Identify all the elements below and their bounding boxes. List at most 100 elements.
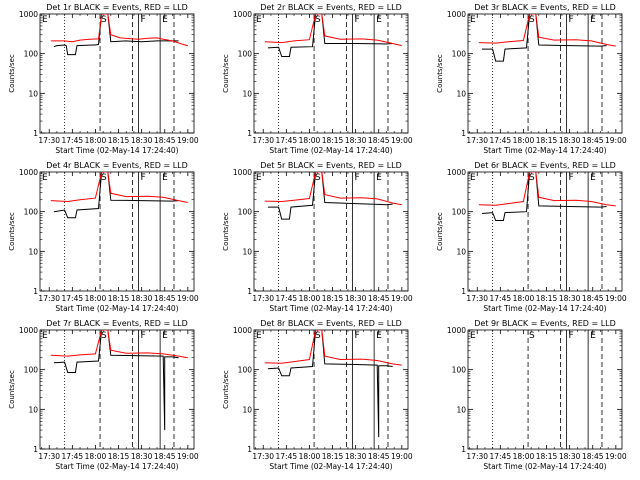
marker-label-s: S bbox=[529, 15, 535, 25]
y-tick-label: 1 bbox=[247, 129, 252, 138]
plot-frame bbox=[467, 171, 623, 292]
marker-label-e: E bbox=[470, 173, 476, 183]
x-tick-label: 18:45 bbox=[582, 452, 604, 461]
chart-title: Det 1r BLACK = Events, RED = LLD bbox=[46, 3, 188, 12]
x-tick-label: 18:00 bbox=[513, 136, 535, 145]
x-tick-label: 19:00 bbox=[391, 452, 413, 461]
y-axis-label: Counts/sec bbox=[436, 212, 444, 251]
y-tick-label: 1 bbox=[461, 445, 466, 454]
series-events bbox=[481, 172, 607, 221]
marker-label-e: E bbox=[590, 15, 596, 25]
y-tick-label: 1 bbox=[33, 287, 38, 296]
panel-det-8: Det 8r BLACK = Events, RED = LLD 1 10 100 10… bbox=[222, 319, 413, 471]
y-tick-label: 10 bbox=[456, 89, 466, 98]
x-tick-label: 18:15 bbox=[536, 452, 558, 461]
x-tick-label: 18:00 bbox=[85, 294, 107, 303]
chart-title: Det 5r BLACK = Events, RED = LLD bbox=[260, 161, 402, 170]
marker-label-f: F bbox=[355, 15, 360, 25]
plot-frame bbox=[253, 13, 409, 134]
x-tick-label: 17:30 bbox=[38, 136, 60, 145]
y-tick-label: 1 bbox=[461, 129, 466, 138]
x-axis-label: Start Time (02-May-14 17:24:40) bbox=[269, 304, 392, 313]
x-tick-label: 18:15 bbox=[322, 136, 344, 145]
y-tick-label: 1000 bbox=[447, 326, 466, 335]
marker-label-e: E bbox=[376, 331, 382, 341]
panel-det-4: Det 4r BLACK = Events, RED = LLD 1 10 100 10… bbox=[8, 161, 199, 313]
x-tick-label: 18:45 bbox=[154, 294, 176, 303]
x-tick-label: 17:45 bbox=[276, 452, 298, 461]
y-tick-label: 1 bbox=[33, 129, 38, 138]
marker-label-f: F bbox=[355, 173, 360, 183]
x-tick-label: 18:30 bbox=[131, 294, 153, 303]
marker-label-e: E bbox=[162, 331, 168, 341]
x-tick-label: 19:00 bbox=[605, 136, 627, 145]
y-tick-label: 1000 bbox=[19, 168, 38, 177]
x-axis-label: Start Time (02-May-14 17:24:40) bbox=[269, 462, 392, 471]
series-events bbox=[267, 330, 393, 438]
x-tick-label: 19:00 bbox=[177, 452, 199, 461]
x-tick-label: 19:00 bbox=[177, 136, 199, 145]
y-tick-label: 1 bbox=[247, 445, 252, 454]
y-tick-label: 1000 bbox=[233, 10, 252, 19]
x-tick-label: 18:00 bbox=[299, 452, 321, 461]
x-tick-label: 19:00 bbox=[605, 294, 627, 303]
panel-det-9: Det 9r BLACK = Events, RED = LLD 1 10 100 10… bbox=[447, 319, 627, 471]
marker-label-s: S bbox=[529, 173, 535, 183]
y-tick-label: 10 bbox=[456, 247, 466, 256]
y-tick-label: 10 bbox=[242, 247, 252, 256]
x-tick-label: 17:45 bbox=[490, 452, 512, 461]
x-tick-label: 17:30 bbox=[252, 452, 274, 461]
y-axis-label: Counts/sec bbox=[222, 370, 230, 409]
x-tick-label: 17:45 bbox=[276, 294, 298, 303]
plot-frame bbox=[467, 329, 623, 450]
y-tick-label: 1 bbox=[461, 287, 466, 296]
marker-label-e: E bbox=[256, 173, 262, 183]
panel-det-1: Det 1r BLACK = Events, RED = LLD 1 10 100 10… bbox=[8, 3, 199, 155]
y-tick-label: 10 bbox=[28, 405, 38, 414]
series-lld bbox=[264, 330, 402, 366]
x-tick-label: 17:45 bbox=[276, 136, 298, 145]
x-tick-label: 18:00 bbox=[85, 136, 107, 145]
x-tick-label: 18:00 bbox=[299, 294, 321, 303]
marker-label-e: E bbox=[376, 15, 382, 25]
x-tick-label: 18:00 bbox=[513, 452, 535, 461]
x-tick-label: 18:15 bbox=[536, 136, 558, 145]
series-lld bbox=[264, 172, 402, 206]
chart-title: Det 9r BLACK = Events, RED = LLD bbox=[474, 319, 616, 328]
marker-label-s: S bbox=[529, 331, 535, 341]
x-tick-label: 17:30 bbox=[252, 294, 274, 303]
series-events bbox=[481, 14, 607, 62]
y-axis-label: Counts/sec bbox=[222, 54, 230, 93]
x-tick-label: 18:15 bbox=[322, 294, 344, 303]
marker-label-e: E bbox=[590, 173, 596, 183]
marker-label-s: S bbox=[315, 173, 321, 183]
series-lld bbox=[478, 14, 616, 47]
x-tick-label: 18:45 bbox=[368, 136, 390, 145]
y-axis-label: Counts/sec bbox=[8, 212, 16, 251]
chart-title: Det 2r BLACK = Events, RED = LLD bbox=[260, 3, 402, 12]
x-tick-label: 17:45 bbox=[62, 136, 84, 145]
x-tick-label: 18:15 bbox=[108, 136, 130, 145]
x-tick-label: 18:30 bbox=[559, 452, 581, 461]
series-lld bbox=[50, 330, 188, 359]
x-tick-label: 18:30 bbox=[345, 136, 367, 145]
plot-frame bbox=[253, 171, 409, 292]
panel-det-7: Det 7r BLACK = Events, RED = LLD 1 10 100 10… bbox=[8, 319, 199, 471]
series-lld bbox=[264, 14, 402, 47]
marker-label-f: F bbox=[569, 15, 574, 25]
x-tick-label: 18:15 bbox=[536, 294, 558, 303]
x-axis-label: Start Time (02-May-14 17:24:40) bbox=[55, 462, 178, 471]
y-tick-label: 100 bbox=[452, 50, 467, 59]
x-tick-label: 18:30 bbox=[559, 294, 581, 303]
plot-frame bbox=[39, 171, 195, 292]
x-tick-label: 18:15 bbox=[322, 452, 344, 461]
series-events bbox=[267, 14, 393, 57]
x-tick-label: 17:30 bbox=[466, 136, 488, 145]
y-tick-label: 10 bbox=[242, 89, 252, 98]
x-tick-label: 18:00 bbox=[85, 452, 107, 461]
chart-title: Det 4r BLACK = Events, RED = LLD bbox=[46, 161, 188, 170]
x-tick-label: 18:30 bbox=[131, 136, 153, 145]
marker-label-s: S bbox=[101, 173, 107, 183]
y-tick-label: 1000 bbox=[233, 168, 252, 177]
y-tick-label: 100 bbox=[24, 366, 39, 375]
